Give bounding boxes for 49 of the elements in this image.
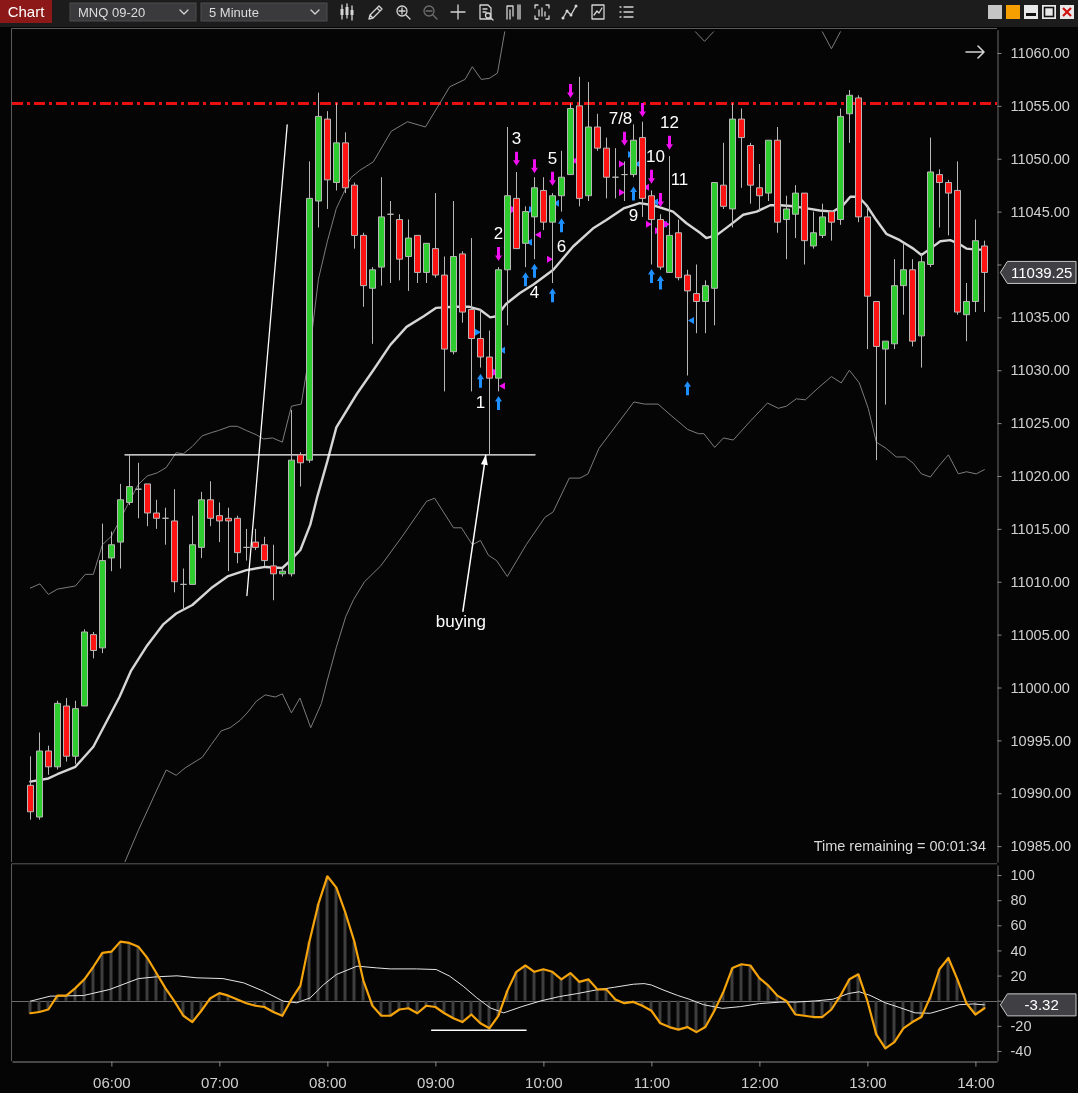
y-tick-label: 11010.00 (1010, 573, 1070, 590)
y-tick-label: 40 (1010, 942, 1027, 959)
text: Chart (7, 3, 46, 20)
chart-subtitle: 5 Minute (209, 5, 259, 20)
y-tick-label: 11035.00 (1010, 309, 1070, 326)
annotation: -3.32 (1024, 996, 1059, 1014)
y-tick-label: 11050.00 (1010, 150, 1070, 167)
y-tick-label: 11015.00 (1010, 521, 1070, 538)
y-tick-label: -40 (1010, 1043, 1032, 1060)
y-tick-label: 11055.00 (1010, 97, 1070, 114)
x-tick-label: 08:00 (309, 1074, 347, 1092)
y-tick-label: 11025.00 (1010, 415, 1070, 432)
x-tick-label: 14:00 (957, 1074, 995, 1092)
x-tick-label: 12:00 (741, 1074, 779, 1092)
y-tick-label: 10985.00 (1010, 838, 1071, 855)
y-tick-label: 11060.00 (1010, 45, 1070, 62)
y-tick-label: 100 (1010, 867, 1035, 884)
annotation: 11039.25 (1010, 263, 1073, 281)
x-tick-label: 13:00 (849, 1074, 887, 1092)
annotation: 5 (547, 148, 558, 168)
y-tick-label: 11045.00 (1010, 203, 1070, 220)
annotation: 9 (628, 205, 639, 225)
annotation: 2 (493, 223, 504, 243)
x-tick-label: 10:00 (525, 1074, 563, 1092)
annotation: 12 (660, 112, 679, 132)
annotation: buying (435, 611, 486, 631)
y-tick-label: 20 (1010, 967, 1027, 984)
x-tick-label: 06:00 (93, 1074, 131, 1092)
annotation: 1 (475, 392, 486, 412)
y-tick-label: 11020.00 (1010, 468, 1070, 485)
annotation: 3 (511, 128, 522, 148)
x-tick-label: 07:00 (201, 1074, 239, 1092)
x-tick-label: 09:00 (417, 1074, 455, 1092)
y-tick-label: -20 (1010, 1017, 1032, 1034)
y-tick-label: 80 (1010, 892, 1027, 909)
y-tick-label: 11000.00 (1010, 679, 1070, 696)
y-tick-label: 10995.00 (1010, 732, 1071, 749)
x-tick-label: 11:00 (633, 1074, 671, 1092)
y-tick-label: 11005.00 (1010, 626, 1070, 643)
annotation: 6 (556, 237, 567, 257)
y-tick-label: 11030.00 (1010, 362, 1070, 379)
annotation: 4 (529, 282, 540, 302)
annotation: Time remaining = 00:01:34 (813, 838, 986, 854)
annotation: 7/8 (608, 108, 633, 128)
y-tick-label: 10990.00 (1010, 785, 1071, 802)
annotation: 11 (670, 169, 689, 189)
y-tick-label: 60 (1010, 917, 1027, 934)
annotation: 10 (646, 146, 665, 166)
chart-title: MNQ 09-20 (78, 5, 146, 20)
